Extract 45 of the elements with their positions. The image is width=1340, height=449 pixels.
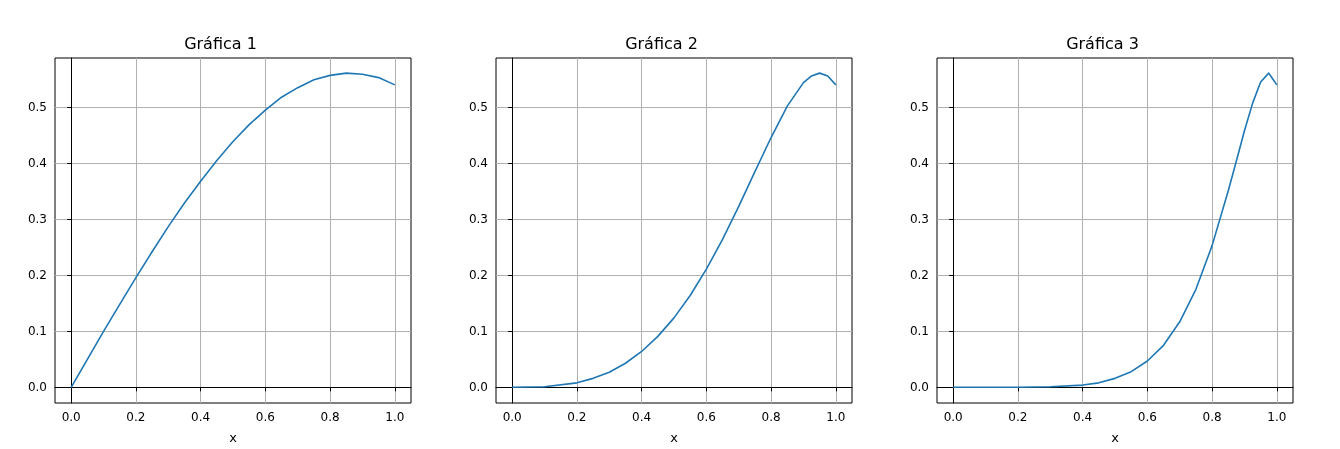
- y-tick-label: 0.0: [468, 380, 488, 395]
- y-tick-label: 0.5: [909, 100, 929, 115]
- y-tick-label: 0.5: [27, 100, 47, 115]
- chart-title: Gráfica 2: [625, 33, 698, 53]
- y-tick-label: 0.2: [468, 268, 488, 283]
- x-axis-title: x: [229, 430, 238, 445]
- x-tick-label: 0.2: [1008, 410, 1028, 424]
- y-tick-label: 0.4: [27, 156, 47, 171]
- y-tick-label: 0.3: [468, 212, 488, 227]
- x-tick-label: 0.6: [1137, 410, 1157, 424]
- y-tick-label: 0.0: [27, 380, 47, 395]
- y-tick-label: 0.3: [909, 212, 929, 227]
- y-tick-label: 0.1: [909, 324, 929, 339]
- y-tick-label: 0.4: [468, 156, 488, 171]
- x-tick-label: 0.2: [126, 410, 146, 424]
- y-tick-label: 0.3: [27, 212, 47, 227]
- y-tick-label: 0.4: [909, 156, 929, 171]
- x-tick-label: 0.8: [761, 410, 781, 424]
- x-tick-label: 0.6: [696, 410, 716, 424]
- x-tick-label: 1.0: [385, 410, 405, 424]
- x-tick-label: 0.2: [567, 410, 587, 424]
- x-axis-title: x: [670, 430, 679, 445]
- x-tick-label: 1.0: [826, 410, 846, 424]
- y-tick-label: 0.2: [909, 268, 929, 283]
- y-tick-label: 0.0: [909, 380, 929, 395]
- x-axis-title: x: [1111, 430, 1120, 445]
- x-tick-label: 0.0: [61, 410, 81, 424]
- x-tick-label: 0.4: [191, 410, 211, 424]
- y-tick-label: 0.5: [468, 100, 488, 115]
- chart-title: Gráfica 1: [184, 33, 257, 53]
- x-tick-label: 0.6: [255, 410, 275, 424]
- line-series: [70, 72, 396, 389]
- x-tick-label: 1.0: [1267, 410, 1287, 424]
- x-tick-label: 0.0: [943, 410, 963, 424]
- x-tick-label: 0.8: [320, 410, 340, 424]
- y-tick-label: 0.2: [27, 268, 47, 283]
- chart-title: Gráfica 3: [1066, 33, 1139, 53]
- x-tick-label: 0.4: [1073, 410, 1093, 424]
- line-series: [511, 72, 837, 389]
- line-series: [952, 72, 1278, 389]
- x-tick-label: 0.4: [632, 410, 652, 424]
- x-tick-label: 0.0: [502, 410, 522, 424]
- y-tick-label: 0.1: [468, 324, 488, 339]
- x-tick-label: 0.8: [1202, 410, 1222, 424]
- y-tick-label: 0.1: [27, 324, 47, 339]
